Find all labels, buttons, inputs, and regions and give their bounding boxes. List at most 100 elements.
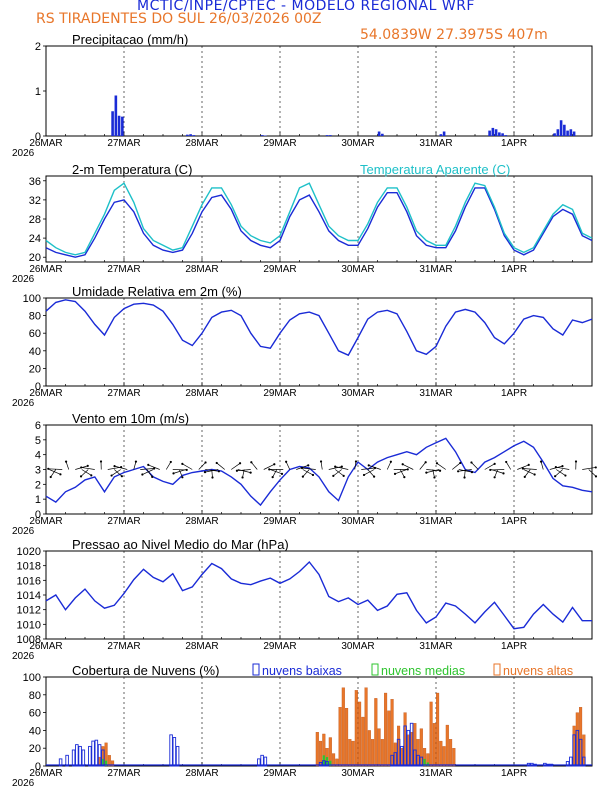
wind-barb-tip bbox=[493, 476, 496, 479]
wind-barb-tip bbox=[362, 473, 366, 477]
cloud-low-bar bbox=[419, 756, 424, 767]
wind-barb-tip bbox=[523, 475, 526, 478]
station-coordinates: 54.0839W 27.3975S 407m bbox=[360, 27, 548, 43]
y-tick-label: 0 bbox=[35, 131, 41, 143]
cloud-low-bar bbox=[175, 745, 180, 767]
wind-barb-tip bbox=[301, 475, 304, 478]
cloud-low-bar bbox=[413, 749, 417, 767]
wind-barb bbox=[263, 463, 275, 470]
wind-barb bbox=[522, 468, 537, 470]
wind-barb-tip bbox=[463, 476, 466, 479]
wind-barb-tip bbox=[90, 474, 93, 477]
x-tick-label: 29MAR bbox=[263, 516, 296, 527]
wind-barb bbox=[182, 463, 193, 470]
cloud-high-bar bbox=[374, 698, 378, 767]
wind-barb-tip bbox=[533, 473, 536, 476]
cloud-low-bar bbox=[400, 745, 404, 767]
wind-barb bbox=[140, 468, 155, 470]
wind-barb-tip bbox=[59, 473, 62, 476]
x-tick-label: 26MAR bbox=[29, 641, 62, 652]
x-tick-label: 29MAR bbox=[263, 768, 296, 779]
wind-barb bbox=[231, 462, 241, 470]
panel-1: 0 1 2 26MAR 27MAR 28MAR 29MAR 30MAR 31MAR 1APR 202… bbox=[12, 32, 593, 159]
wind-barb bbox=[204, 469, 219, 473]
wind-barb-tip bbox=[561, 465, 564, 468]
cloud-low-bar bbox=[263, 756, 268, 767]
y-tick-label: 1 bbox=[35, 86, 41, 98]
wind-barb bbox=[165, 461, 172, 470]
panel-title: Pressao ao Nivel Medio do Mar (hPa) bbox=[72, 537, 289, 552]
wind-barb-tip bbox=[527, 463, 530, 467]
cloud-low-bar bbox=[403, 725, 407, 767]
y-tick-label: 60 bbox=[29, 708, 41, 720]
wind-barb-tip bbox=[342, 474, 345, 477]
y-tick-label: 5 bbox=[35, 435, 41, 447]
precip-bar bbox=[121, 116, 124, 136]
y-tick-label: 40 bbox=[29, 725, 41, 737]
cloud-high-bar bbox=[367, 730, 371, 767]
x-tick-label: 27MAR bbox=[107, 388, 140, 399]
y-tick-label: 0 bbox=[35, 761, 41, 773]
wind-barb-tip bbox=[268, 468, 271, 471]
x-tick-label: 30MAR bbox=[341, 768, 374, 779]
precip-bar bbox=[566, 130, 569, 136]
cloud-low-bar bbox=[91, 740, 95, 767]
wind-barb-tip bbox=[521, 467, 524, 470]
y-tick-label: 1 bbox=[35, 494, 41, 506]
cloud-high-bar bbox=[351, 740, 355, 767]
x-year-label: 2026 bbox=[12, 651, 35, 662]
x-tick-label: 31MAR bbox=[419, 768, 452, 779]
wind-barb bbox=[399, 469, 405, 478]
wind-barb bbox=[333, 469, 342, 477]
x-tick-label: 26MAR bbox=[29, 264, 62, 275]
x-tick-label: 1APR bbox=[501, 641, 527, 652]
wind-barb bbox=[436, 462, 446, 470]
cloud-high-bar bbox=[442, 746, 446, 767]
wind-barb-tip bbox=[153, 467, 156, 470]
cloud-low-bar bbox=[582, 756, 586, 767]
x-tick-label: 1APR bbox=[501, 388, 527, 399]
x-tick-label: 29MAR bbox=[263, 388, 296, 399]
x-tick-label: 26MAR bbox=[29, 768, 62, 779]
x-tick-label: 29MAR bbox=[263, 264, 296, 275]
wind-barb bbox=[484, 463, 495, 470]
wind-barb bbox=[517, 464, 529, 470]
cloud-mid-bar bbox=[104, 760, 108, 766]
wind-barb-tip bbox=[389, 460, 392, 463]
wind-barb bbox=[173, 469, 186, 474]
wind-barb-tip bbox=[457, 470, 460, 473]
wind-barb-tip bbox=[354, 460, 358, 463]
y-tick-label: 3 bbox=[35, 465, 41, 477]
wind-barb-tip bbox=[273, 463, 276, 466]
precip-bar bbox=[559, 120, 563, 136]
cloud-high-bar bbox=[432, 723, 436, 767]
panel-frame bbox=[45, 297, 593, 387]
wind-barb-tip bbox=[470, 461, 473, 464]
wind-barb bbox=[146, 469, 153, 478]
y-tick-label: 2 bbox=[35, 41, 41, 53]
wind-barb-tip bbox=[401, 463, 404, 466]
wind-barb-tip bbox=[307, 464, 310, 467]
wind-barb-tip bbox=[185, 468, 188, 472]
x-tick-label: 28MAR bbox=[185, 641, 218, 652]
wind-barb bbox=[523, 469, 535, 475]
y-tick-label: 36 bbox=[29, 176, 41, 188]
wind-barb-tip bbox=[49, 475, 52, 479]
cloud-high-bar bbox=[371, 739, 375, 767]
cloud-low-bar bbox=[396, 738, 401, 767]
wind-barb bbox=[65, 461, 70, 470]
precip-bar bbox=[114, 95, 118, 136]
cloud-high-bar bbox=[445, 724, 449, 767]
cloud-low-bar bbox=[406, 729, 411, 767]
wind-barb-tip bbox=[215, 461, 218, 465]
x-tick-label: 27MAR bbox=[107, 641, 140, 652]
x-tick-label: 30MAR bbox=[341, 641, 374, 652]
panel-title: Precipitacao (mm/h) bbox=[72, 32, 188, 47]
wind-barb bbox=[394, 469, 407, 475]
cloud-high-bar bbox=[452, 748, 456, 767]
wind-barb-tip bbox=[425, 471, 428, 474]
wind-barb-tip bbox=[438, 469, 442, 472]
legend-swatch bbox=[371, 663, 379, 676]
y-tick-label: 100 bbox=[23, 293, 41, 305]
wind-barb-tip bbox=[250, 461, 253, 464]
